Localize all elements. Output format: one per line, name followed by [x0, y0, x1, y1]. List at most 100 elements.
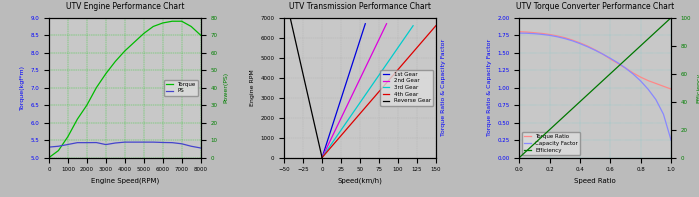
Capacity Factor: [614, 62, 622, 64]
Y-axis label: Torque(kgf*m): Torque(kgf*m): [20, 65, 25, 110]
Torque: [168, 20, 176, 22]
Efficiency: [591, 86, 599, 89]
Torque Ratio: [576, 42, 584, 44]
Capacity Factor: [553, 36, 561, 38]
Torque Ratio: [621, 67, 630, 69]
Capacity Factor: [606, 57, 614, 59]
Capacity Factor: [667, 139, 675, 141]
Title: UTV Transmission Performance Chart: UTV Transmission Performance Chart: [289, 2, 431, 11]
Torque: [140, 32, 148, 35]
Torque Ratio: [568, 39, 577, 41]
Efficiency: [545, 128, 554, 131]
Legend: Torque Ratio, Capacity Factor, Efficiency: Torque Ratio, Capacity Factor, Efficienc…: [522, 132, 580, 155]
PS: [55, 145, 63, 147]
Torque: [101, 72, 110, 75]
Torque: [178, 20, 186, 22]
Torque: [92, 86, 101, 89]
PS: [73, 141, 82, 144]
PS: [64, 143, 72, 146]
Line: Torque Ratio: Torque Ratio: [519, 32, 671, 89]
Capacity Factor: [621, 67, 630, 69]
Torque Ratio: [644, 79, 652, 82]
Capacity Factor: [659, 113, 668, 115]
Efficiency: [561, 114, 569, 117]
PS: [187, 145, 196, 147]
Capacity Factor: [637, 80, 645, 82]
Legend: Torque, PS: Torque, PS: [164, 80, 198, 96]
PS: [121, 141, 129, 143]
Torque Ratio: [531, 32, 539, 34]
Torque: [45, 156, 53, 159]
Efficiency: [576, 100, 584, 103]
Capacity Factor: [576, 42, 584, 45]
Torque: [196, 34, 205, 36]
Capacity Factor: [568, 40, 577, 42]
PS: [111, 142, 120, 144]
Torque Ratio: [659, 85, 668, 87]
Efficiency: [651, 31, 660, 33]
Line: Efficiency: Efficiency: [519, 18, 671, 158]
PS: [45, 146, 53, 148]
Capacity Factor: [651, 98, 660, 101]
Torque: [159, 22, 167, 24]
Capacity Factor: [629, 73, 637, 75]
Torque Ratio: [523, 31, 531, 33]
Efficiency: [568, 107, 577, 110]
Efficiency: [659, 24, 668, 26]
Torque: [149, 25, 157, 28]
Y-axis label: Torque Ratio & Capacity Factor: Torque Ratio & Capacity Factor: [441, 39, 447, 136]
Line: Capacity Factor: Capacity Factor: [519, 33, 671, 140]
Efficiency: [523, 149, 531, 152]
Capacity Factor: [561, 37, 569, 40]
Torque Ratio: [538, 32, 546, 35]
Efficiency: [637, 45, 645, 47]
Torque Ratio: [637, 76, 645, 78]
Efficiency: [629, 51, 637, 54]
Torque: [73, 118, 82, 120]
PS: [168, 141, 176, 144]
Y-axis label: Engine RPM: Engine RPM: [250, 69, 255, 106]
Torque Ratio: [545, 33, 554, 36]
Efficiency: [538, 136, 546, 138]
Capacity Factor: [591, 49, 599, 51]
Torque Ratio: [591, 49, 599, 51]
Torque Ratio: [651, 82, 660, 85]
Torque Ratio: [598, 53, 607, 55]
X-axis label: Engine Speed(RPM): Engine Speed(RPM): [91, 178, 159, 184]
Torque: [121, 50, 129, 52]
Torque Ratio: [614, 62, 622, 65]
Torque: [55, 149, 63, 152]
Efficiency: [614, 65, 622, 68]
Torque Ratio: [515, 31, 524, 33]
Torque: [111, 60, 120, 63]
Efficiency: [584, 93, 592, 96]
PS: [178, 143, 186, 145]
Torque Ratio: [629, 72, 637, 74]
Y-axis label: Power(PS): Power(PS): [223, 72, 228, 103]
Capacity Factor: [644, 88, 652, 91]
PS: [101, 143, 110, 146]
Legend: 1st Gear, 2nd Gear, 3rd Gear, 4th Gear, Reverse Gear: 1st Gear, 2nd Gear, 3rd Gear, 4th Gear, …: [380, 70, 433, 106]
PS: [82, 141, 91, 144]
Efficiency: [598, 79, 607, 82]
PS: [140, 141, 148, 143]
Capacity Factor: [515, 32, 524, 34]
Line: Torque: Torque: [49, 21, 201, 158]
X-axis label: Speed Ratio: Speed Ratio: [575, 178, 616, 184]
Capacity Factor: [584, 46, 592, 48]
Title: UTV Torque Converter Performance Chart: UTV Torque Converter Performance Chart: [516, 2, 675, 11]
Capacity Factor: [598, 53, 607, 55]
Line: PS: PS: [49, 142, 201, 148]
PS: [130, 141, 138, 143]
Title: UTV Engine Performance Chart: UTV Engine Performance Chart: [66, 2, 184, 11]
Y-axis label: Efficiency: Efficiency: [697, 72, 699, 103]
PS: [92, 141, 101, 144]
Torque: [187, 25, 196, 28]
PS: [149, 141, 157, 143]
Efficiency: [531, 142, 539, 145]
Capacity Factor: [538, 33, 546, 35]
Efficiency: [644, 37, 652, 40]
Torque: [64, 136, 72, 138]
Efficiency: [667, 17, 675, 19]
Torque: [82, 104, 91, 106]
